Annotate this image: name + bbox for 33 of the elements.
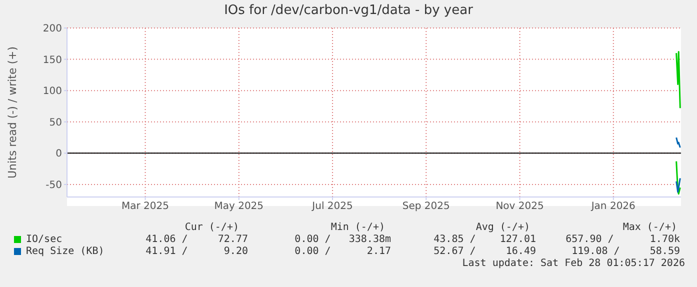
text: Max (-/+) [622, 222, 677, 233]
x-tick-label: Jul 2025 [311, 201, 353, 212]
line-series [676, 160, 681, 195]
y-axis-title: Units read (-) / write (+) [6, 46, 19, 179]
text: Last update: Sat Feb 28 01:05:17 2026 [462, 258, 685, 269]
line-series [676, 177, 681, 193]
text: 52.67 / 16.49 [434, 246, 536, 257]
x-tick-label: May 2025 [214, 201, 264, 212]
x-tick-label: Nov 2025 [496, 201, 544, 212]
x-tick-label: Mar 2025 [122, 201, 170, 212]
x-tick-label: Sep 2025 [402, 201, 450, 212]
x-tick-label: Jan 2026 [590, 201, 636, 212]
y-tick-label: 200 [42, 24, 62, 35]
text: 0.00 / 2.17 [294, 246, 391, 257]
text: 657.90 / 1.70k [566, 234, 680, 245]
text: 41.06 / 72.77 [146, 234, 248, 245]
y-tick-label: -50 [46, 180, 62, 192]
line-series [676, 136, 681, 148]
text: Min (-/+) [330, 222, 385, 233]
legend-label: IO/sec [26, 234, 62, 245]
text: 43.85 / 127.01 [434, 234, 536, 245]
text: Cur (-/+) [184, 222, 239, 233]
text: 41.91 / 9.20 [146, 246, 248, 257]
text: 119.08 / 58.59 [572, 246, 680, 257]
legend-label: Req Size (KB) [26, 246, 104, 257]
y-tick-label: 100 [42, 86, 62, 98]
y-tick-label: 0 [56, 148, 62, 160]
text: Avg (-/+) [476, 222, 530, 233]
chart-title: IOs for /dev/carbon-vg1/data - by year [223, 3, 474, 18]
line-series [676, 51, 681, 109]
text: 0.00 / 338.38m [294, 234, 391, 245]
y-tick-label: 150 [42, 54, 62, 66]
y-tick-label: 50 [49, 117, 62, 128]
